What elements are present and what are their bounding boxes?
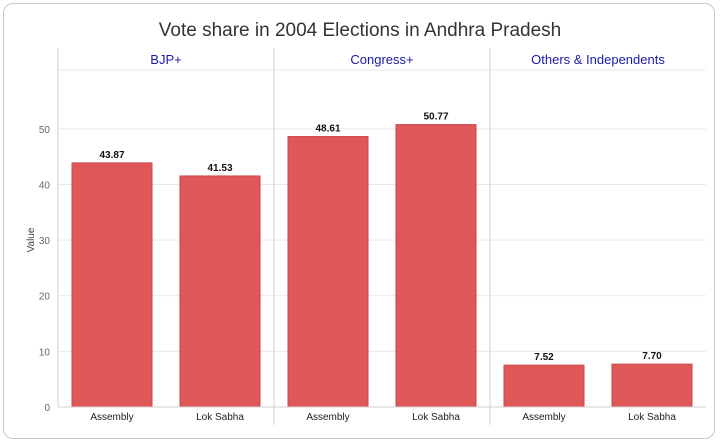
panel-label: Others & Independents: [531, 52, 665, 67]
x-tick-label: Assembly: [522, 412, 565, 423]
data-label: 7.70: [642, 351, 662, 362]
x-tick-label: Assembly: [90, 412, 133, 423]
bar: [71, 162, 153, 408]
panel-label: BJP+: [150, 52, 181, 67]
chart-title: Vote share in 2004 Elections in Andhra P…: [158, 20, 562, 41]
bar: [287, 136, 369, 408]
x-tick-label: Lok Sabha: [628, 412, 676, 423]
y-tick-label: 50: [39, 125, 51, 136]
data-label: 50.77: [423, 112, 448, 123]
data-label: 43.87: [99, 150, 124, 161]
bar: [503, 364, 585, 408]
y-tick-label: 0: [44, 403, 50, 414]
panel-label: Congress+: [350, 52, 413, 67]
y-tick-label: 30: [39, 236, 51, 247]
bar: [395, 124, 477, 408]
y-tick-label: 10: [39, 347, 51, 358]
data-label: 48.61: [315, 124, 340, 135]
bar: [179, 175, 261, 408]
y-tick-label: 20: [39, 292, 51, 303]
x-tick-label: Lok Sabha: [196, 412, 244, 423]
y-tick-label: 40: [39, 180, 51, 191]
data-label: 7.52: [534, 352, 554, 363]
y-axis-label: Value: [26, 227, 37, 252]
x-tick-label: Assembly: [306, 412, 349, 423]
data-label: 41.53: [207, 163, 232, 174]
bar: [611, 363, 693, 408]
x-tick-label: Lok Sabha: [412, 412, 460, 423]
